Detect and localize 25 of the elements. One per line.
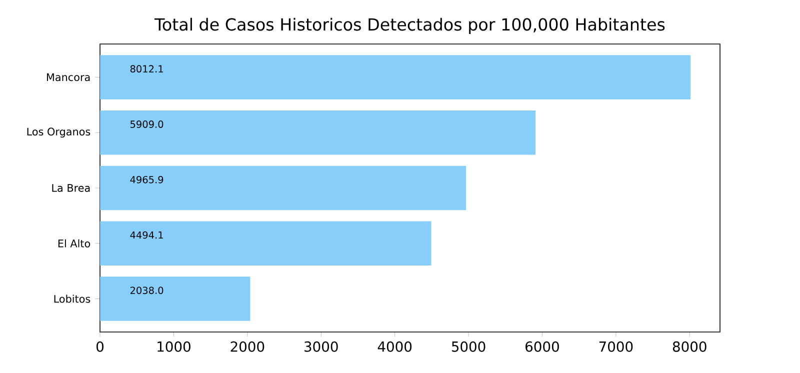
data-label: 4494.1 (130, 231, 163, 239)
y-tick-label: El Alto (58, 239, 90, 248)
data-label: 5909.0 (130, 120, 164, 128)
x-tick-label: 5000 (452, 341, 486, 352)
x-tick-label: 7000 (599, 341, 633, 352)
bar (100, 221, 432, 266)
bar (100, 55, 691, 100)
x-tick-label: 1000 (158, 341, 190, 352)
bar (100, 110, 536, 155)
bar (100, 166, 466, 210)
bar (100, 276, 250, 321)
x-tick-label: 4000 (378, 341, 412, 352)
x-tick-label: 6000 (526, 341, 559, 352)
data-label: 8012.1 (130, 65, 163, 73)
y-tick-label: Mancora (46, 73, 90, 82)
y-tick-label: La Brea (52, 184, 90, 192)
chart-title: Total de Casos Historicos Detectados por 100,000 Habitantes (154, 18, 665, 34)
x-tick-label: 0 (96, 341, 104, 352)
x-tick-label: 8000 (672, 341, 706, 352)
data-label: 2038.0 (130, 286, 164, 294)
y-tick-label: Lobitos (54, 294, 90, 303)
x-tick-label: 2000 (230, 341, 264, 352)
x-tick-label: 3000 (304, 341, 338, 352)
data-label: 4965.9 (130, 176, 164, 184)
y-tick-label: Los Organos (27, 128, 90, 138)
